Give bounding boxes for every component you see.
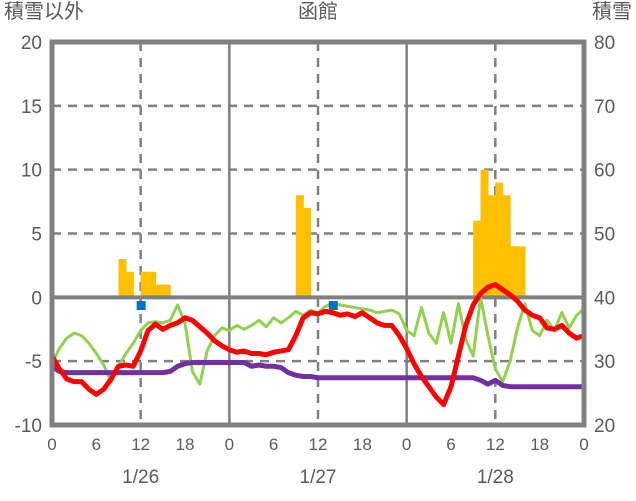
bar: [480, 169, 489, 298]
x-axis-tick: 0: [225, 435, 234, 454]
bar: [517, 246, 526, 298]
right-axis-tick: 60: [594, 161, 615, 182]
x-axis-tick: 0: [402, 435, 411, 454]
data-marker: [328, 300, 338, 310]
left-axis-tick: 0: [31, 288, 42, 309]
x-axis-tick: 0: [579, 435, 588, 454]
right-axis-title: 積雪: [592, 1, 632, 23]
data-marker: [136, 300, 146, 310]
bar: [140, 271, 149, 298]
bar: [162, 284, 171, 298]
bar: [495, 182, 504, 298]
right-axis-tick: 30: [594, 352, 615, 373]
bar: [510, 246, 519, 298]
bar: [295, 195, 304, 298]
x-axis-tick: 6: [269, 435, 278, 454]
right-axis-tick: 50: [594, 225, 615, 246]
left-axis-tick: 20: [21, 33, 42, 54]
bar: [148, 271, 157, 298]
x-axis-tick: 12: [486, 435, 505, 454]
bar: [155, 284, 164, 298]
bar: [487, 195, 496, 298]
baseline-purple: [49, 359, 587, 390]
right-axis-tick: 20: [594, 416, 615, 437]
x-axis-tick: 18: [530, 435, 549, 454]
bar: [473, 220, 482, 298]
right-axis-tick: 80: [594, 33, 615, 54]
right-axis-tick: 40: [594, 288, 615, 309]
left-axis-title: 積雪以外: [4, 1, 84, 23]
left-axis-tick: 10: [21, 161, 42, 182]
plot-frame: [49, 39, 587, 428]
x-axis-tick: 12: [309, 435, 328, 454]
left-axis-tick: 15: [21, 97, 42, 118]
x-axis-tick: 6: [446, 435, 455, 454]
left-axis-tick: -5: [25, 352, 42, 373]
x-axis-day-label: 1/28: [477, 467, 514, 488]
bar: [118, 259, 127, 298]
x-axis-day-label: 1/26: [122, 467, 159, 488]
x-axis-day-label: 1/27: [300, 467, 337, 488]
bar: [125, 271, 134, 298]
bar: [303, 207, 312, 298]
temperature-red: [49, 282, 587, 408]
page-title: 函館: [298, 1, 338, 23]
x-axis-tick: 18: [176, 435, 195, 454]
x-axis-tick: 12: [131, 435, 150, 454]
x-axis-tick: 0: [47, 435, 56, 454]
bar: [502, 195, 511, 298]
right-axis-tick: 70: [594, 97, 615, 118]
x-axis-tick: 6: [92, 435, 101, 454]
x-axis-tick: 18: [353, 435, 372, 454]
left-axis-tick: 5: [31, 225, 42, 246]
left-axis-tick: -10: [15, 416, 42, 437]
